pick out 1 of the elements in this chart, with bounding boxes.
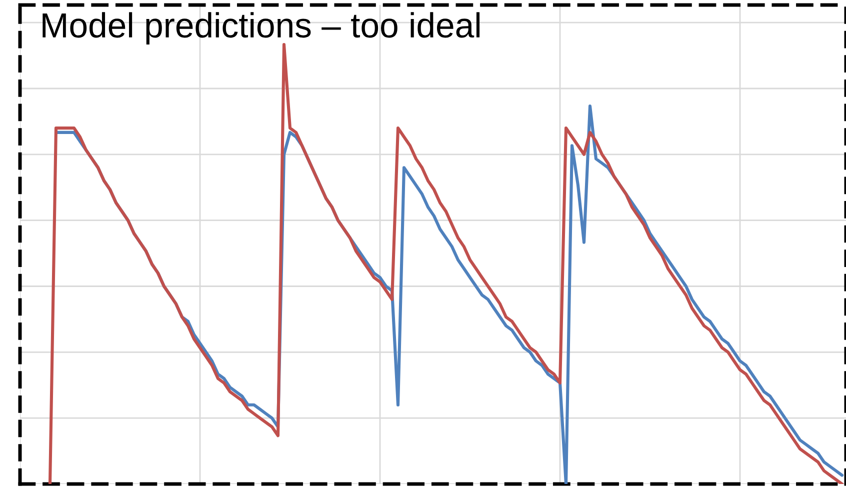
- chart-title: Model predictions – too ideal: [42, 12, 480, 45]
